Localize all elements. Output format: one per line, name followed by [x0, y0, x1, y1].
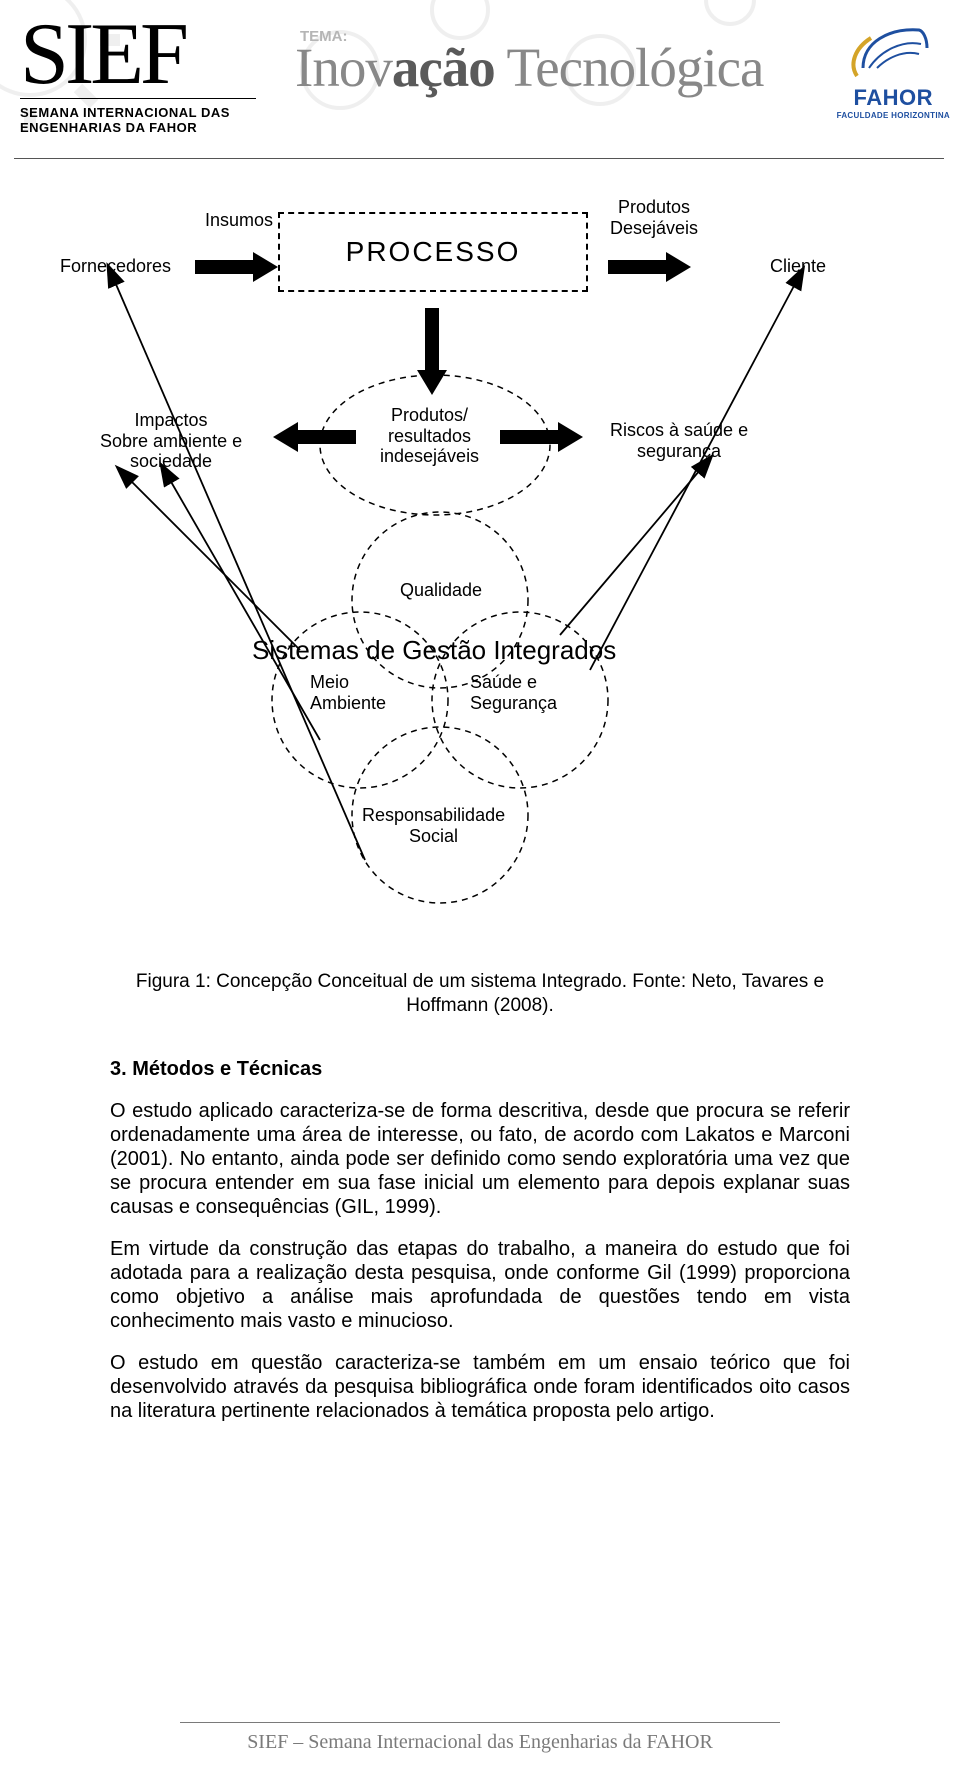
figure-1-diagram: Fornecedores Insumos PROCESSO Produtos D… — [0, 180, 960, 960]
theme-post: Tecnológica — [495, 37, 764, 98]
process-box: PROCESSO — [278, 212, 588, 292]
section-heading: 3. Métodos e Técnicas — [110, 1058, 850, 1081]
fahor-logo: FAHOR FACULDADE HORIZONTINA — [837, 20, 950, 120]
sief-title: SIEF — [20, 15, 256, 94]
fahor-globe-icon — [849, 20, 937, 78]
fahor-name: FAHOR — [837, 85, 950, 111]
footer-text: SIEF – Semana Internacional das Engenhar… — [247, 1731, 713, 1753]
label-impactos: Impactos Sobre ambiente e sociedade — [100, 410, 242, 472]
label-qualidade: Qualidade — [400, 580, 482, 601]
sief-sub1: SEMANA INTERNACIONAL DAS — [20, 105, 256, 120]
footer-rule — [180, 1722, 780, 1723]
fahor-sub: FACULDADE HORIZONTINA — [837, 111, 950, 120]
page-header: SIEF SEMANA INTERNACIONAL DAS ENGENHARIA… — [0, 0, 960, 180]
theme-pre: Inov — [295, 37, 392, 98]
label-prod-res: Produtos/ resultados indesejáveis — [380, 405, 479, 467]
sief-sub2: ENGENHARIAS DA FAHOR — [20, 120, 256, 135]
header-rule — [14, 158, 944, 159]
label-sgi: Sistemas de Gestão Integrados — [252, 635, 616, 666]
page-footer: SIEF – Semana Internacional das Engenhar… — [0, 1722, 960, 1754]
label-resp-social: Responsabilidade Social — [362, 805, 505, 846]
label-saude-seg: Saúde e Segurança — [470, 672, 557, 713]
sief-logo: SIEF SEMANA INTERNACIONAL DAS ENGENHARIA… — [20, 15, 256, 135]
label-riscos: Riscos à saúde e segurança — [610, 420, 748, 461]
theme-bold: ação — [392, 37, 495, 98]
label-insumos: Insumos — [205, 210, 273, 231]
label-meio-ambiente: Meio Ambiente — [310, 672, 386, 713]
paragraph-2: Em virtude da construção das etapas do t… — [110, 1237, 850, 1333]
theme-title: Inovação Tecnológica — [295, 36, 763, 99]
label-cliente: Cliente — [770, 256, 826, 277]
figure-caption: Figura 1: Concepção Conceitual de um sis… — [110, 970, 850, 1018]
label-fornecedores: Fornecedores — [60, 256, 171, 277]
paragraph-1: O estudo aplicado caracteriza-se de form… — [110, 1099, 850, 1219]
label-produtos-desejaveis: Produtos Desejáveis — [610, 197, 698, 238]
paragraph-3: O estudo em questão caracteriza-se també… — [110, 1351, 850, 1423]
